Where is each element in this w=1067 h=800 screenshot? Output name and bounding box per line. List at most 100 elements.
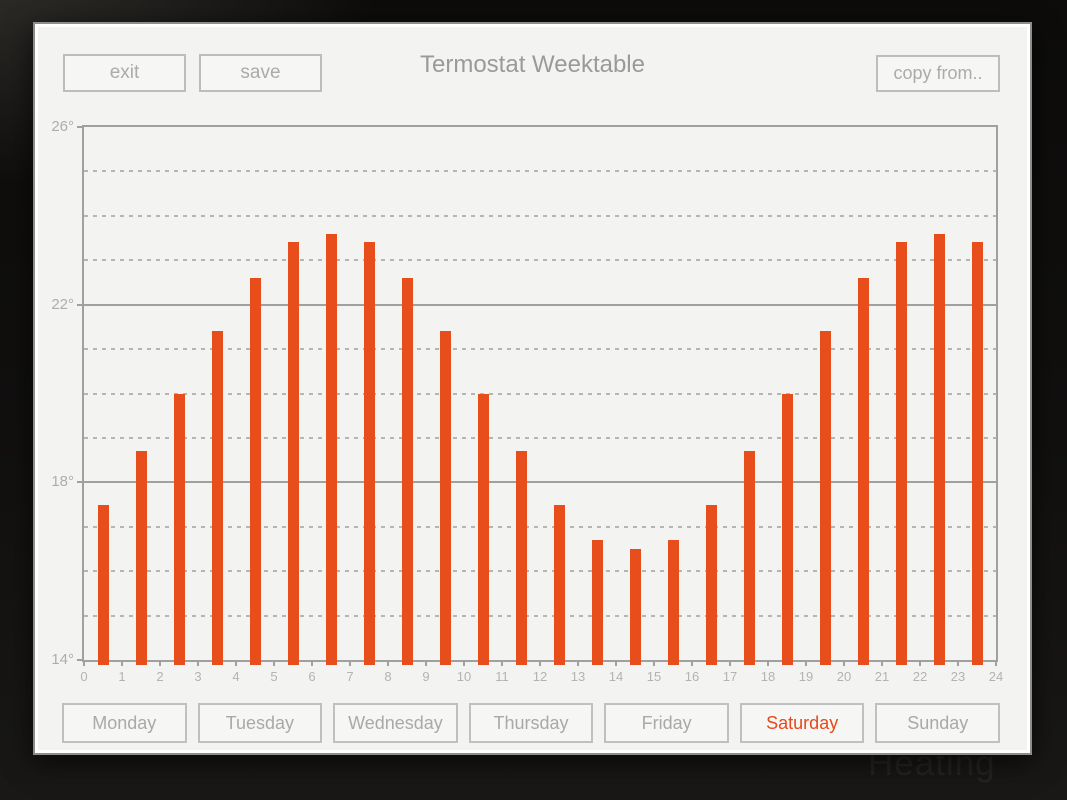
temp-bar[interactable] xyxy=(173,393,185,665)
x-tick-label: 8 xyxy=(384,669,392,684)
x-tick xyxy=(577,660,579,666)
x-tick xyxy=(83,660,85,666)
y-tick xyxy=(77,659,84,661)
temp-bar[interactable] xyxy=(857,278,869,665)
x-tick-label: 9 xyxy=(422,669,430,684)
temp-bar[interactable] xyxy=(135,451,147,665)
x-tick xyxy=(881,660,883,666)
day-tab-thursday[interactable]: Thursday xyxy=(468,703,594,743)
x-tick-label: 15 xyxy=(646,669,662,684)
x-tick xyxy=(235,660,237,666)
grid-line-dashed xyxy=(84,525,996,528)
day-tab-friday[interactable]: Friday xyxy=(604,703,729,743)
y-tick xyxy=(77,126,84,128)
grid-line-dashed xyxy=(84,570,996,573)
x-tick xyxy=(387,660,389,666)
y-tick xyxy=(77,303,84,306)
y-tick-label: 14° xyxy=(51,651,74,668)
temp-bar[interactable] xyxy=(249,278,261,665)
x-tick xyxy=(653,660,655,666)
temp-bar[interactable] xyxy=(667,540,679,665)
temp-bar[interactable] xyxy=(401,278,413,665)
day-tab-wednesday[interactable]: Wednesday xyxy=(333,703,458,743)
x-tick-label: 7 xyxy=(346,669,354,684)
x-tick xyxy=(197,660,199,666)
grid-line-dashed xyxy=(84,348,996,351)
temp-bar[interactable] xyxy=(591,540,603,665)
temp-bar[interactable] xyxy=(363,242,375,665)
temp-bar[interactable] xyxy=(553,504,565,665)
x-tick-label: 6 xyxy=(308,669,316,684)
x-tick xyxy=(805,660,807,666)
x-tick-label: 10 xyxy=(456,669,472,684)
x-tick xyxy=(919,660,921,666)
temp-bar[interactable] xyxy=(287,242,299,665)
x-tick xyxy=(121,660,123,666)
x-tick xyxy=(311,660,313,666)
plot-area: 26° 22° 18° 14° 0 1 2 3 4 5 6 7 8 9 10 11 12 13 14 15 16 17 18… xyxy=(51,118,1003,684)
x-tick xyxy=(159,660,161,666)
x-tick-label: 5 xyxy=(270,669,278,684)
x-tick-label: 22 xyxy=(912,669,928,684)
x-tick xyxy=(615,660,617,666)
temp-bar[interactable] xyxy=(477,393,489,665)
temp-bar[interactable] xyxy=(743,451,755,665)
x-tick xyxy=(463,660,465,666)
x-tick xyxy=(273,660,275,666)
temp-bar[interactable] xyxy=(439,331,451,665)
x-tick xyxy=(425,660,427,666)
day-tab-tuesday[interactable]: Tuesday xyxy=(197,703,323,743)
x-tick-label: 2 xyxy=(156,669,164,684)
exit-button[interactable]: exit xyxy=(63,54,186,92)
day-tabs: Monday Tuesday Wednesday Thursday Friday Satu… xyxy=(62,703,1001,743)
temp-bar[interactable] xyxy=(515,451,527,665)
x-tick xyxy=(843,660,845,666)
temp-bar[interactable] xyxy=(211,331,223,665)
temp-bar[interactable] xyxy=(971,242,983,665)
page-title: Termostat Weektable xyxy=(420,51,645,78)
temp-bar[interactable] xyxy=(629,548,641,665)
day-tab-monday[interactable]: Monday xyxy=(62,703,187,743)
x-tick xyxy=(957,660,959,666)
x-tick-label: 4 xyxy=(232,669,240,684)
y-tick xyxy=(77,481,84,484)
y-tick-label: 18° xyxy=(51,473,74,491)
grid-line-dashed xyxy=(84,214,996,217)
temp-bar[interactable] xyxy=(325,233,337,665)
x-tick-label: 11 xyxy=(495,669,509,684)
x-tick-label: 21 xyxy=(874,669,890,684)
x-tick xyxy=(691,660,693,666)
grid-line-dashed xyxy=(84,170,996,173)
x-tick-label: 12 xyxy=(532,669,548,684)
day-tab-sunday[interactable]: Sunday xyxy=(875,703,1001,743)
temp-bar[interactable] xyxy=(705,504,717,665)
x-tick xyxy=(995,660,997,666)
day-tab-saturday[interactable]: Saturday xyxy=(739,703,865,743)
copy-from-button[interactable]: copy from.. xyxy=(876,55,1000,92)
y-tick-label: 22° xyxy=(51,295,74,313)
x-tick-label: 0 xyxy=(80,669,88,684)
grid-line-dashed xyxy=(84,436,996,439)
x-tick-label: 3 xyxy=(194,669,202,684)
x-tick-label: 23 xyxy=(950,669,966,684)
grid-line-dashed xyxy=(84,392,996,395)
x-tick-label: 17 xyxy=(722,669,738,684)
x-tick xyxy=(729,660,731,666)
x-tick-label: 19 xyxy=(798,669,814,684)
x-tick-label: 18 xyxy=(760,669,776,684)
x-tick-label: 16 xyxy=(684,669,700,684)
grid-line-dashed xyxy=(84,259,996,262)
x-tick-label: 13 xyxy=(570,669,586,684)
y-tick-label: 26° xyxy=(51,118,74,135)
temp-bar[interactable] xyxy=(97,504,109,665)
save-button[interactable]: save xyxy=(199,54,322,92)
temp-bar[interactable] xyxy=(933,233,945,665)
temp-bar[interactable] xyxy=(781,393,793,665)
grid-line-solid xyxy=(77,481,996,484)
x-tick-label: 24 xyxy=(988,669,1004,684)
temp-bar[interactable] xyxy=(819,331,831,665)
temp-bar[interactable] xyxy=(895,242,907,665)
x-tick-label: 14 xyxy=(608,669,624,684)
grid-line-solid xyxy=(77,303,996,306)
thermostat-panel: exit save Termostat Weektable copy from.… xyxy=(33,22,1032,755)
